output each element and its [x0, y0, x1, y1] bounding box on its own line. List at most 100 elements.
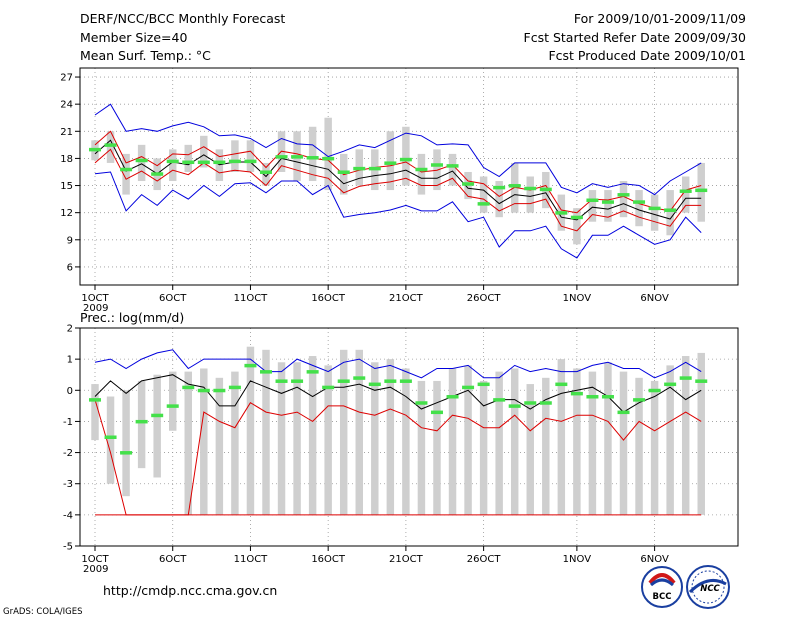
- temp-ytick-label: 27: [60, 73, 73, 84]
- temp-year-label: 2009: [83, 303, 108, 314]
- prec-box-day-2: [106, 396, 115, 484]
- temp-ytick-label: 18: [60, 154, 73, 165]
- prec-observed-day-7: [182, 385, 195, 390]
- prec-observed-day-4: [135, 419, 148, 424]
- temp-box-day-22: [417, 153, 426, 195]
- temp-box-day-3: [122, 153, 130, 195]
- prec-observed-day-6: [166, 404, 179, 408]
- prec-observed-day-12: [259, 370, 272, 374]
- prec-observed-day-10: [228, 385, 241, 390]
- member-size-label: Member Size=40: [80, 30, 187, 45]
- prec-box-day-37: [650, 380, 659, 515]
- prec-observed-day-3: [120, 451, 133, 455]
- prec-observed-day-5: [151, 413, 164, 418]
- temp-observed-day-28: [508, 184, 521, 188]
- temp-box-day-29: [526, 176, 534, 213]
- temp-observed-day-1: [89, 147, 101, 152]
- prec-box-day-6: [168, 371, 177, 431]
- temp-box-day-32: [573, 208, 581, 245]
- temp-observed-day-15: [306, 156, 319, 160]
- prec-observed-day-11: [244, 363, 257, 368]
- prec-box-day-40: [697, 352, 705, 515]
- prec-box-day-34: [604, 362, 612, 515]
- prec-ytick-label: -4: [63, 510, 73, 521]
- temp-series-mean: [94, 139, 702, 221]
- prec-observed-day-13: [275, 379, 288, 383]
- prec-ytick-label: -1: [63, 417, 73, 428]
- chart-title: DERF/NCC/BCC Monthly Forecast: [80, 11, 285, 26]
- prec-box-day-12: [262, 349, 270, 515]
- temp-box-day-10: [231, 140, 239, 172]
- prec-xtick-label: 26OCT: [467, 554, 502, 565]
- prec-box-day-38: [666, 365, 674, 515]
- prec-observed-day-37: [648, 388, 661, 393]
- temp-series-min: [94, 171, 702, 259]
- temp-box-day-20: [386, 131, 395, 191]
- prec-box-day-39: [681, 356, 690, 515]
- prec-observed-day-17: [337, 379, 350, 383]
- temp-box-day-15: [308, 126, 317, 182]
- prec-observed-day-9: [213, 388, 226, 393]
- prec-box-day-19: [371, 362, 379, 515]
- temp-series-max: [94, 103, 702, 196]
- temp-observed-day-14: [291, 155, 304, 159]
- prec-observed-day-2: [104, 435, 117, 439]
- prec-observed-day-20: [384, 379, 397, 383]
- temp-box-day-35: [619, 181, 628, 218]
- prec-observed-day-14: [291, 379, 304, 383]
- temp-observed-day-10: [228, 159, 241, 164]
- prec-box-day-21: [402, 368, 410, 515]
- prec-box-day-15: [308, 356, 317, 515]
- temp-observed-day-36: [633, 200, 646, 204]
- temp-observed-day-12: [259, 170, 272, 174]
- prec-box-day-7: [184, 371, 192, 515]
- precip-panel-title: Prec.: log(mm/d): [80, 310, 184, 325]
- prec-box-day-8: [200, 368, 208, 515]
- temp-observed-day-21: [399, 157, 412, 162]
- prec-box-day-3: [122, 390, 130, 497]
- temp-xtick-label: 6NOV: [640, 293, 669, 304]
- temp-observed-day-40: [695, 188, 708, 193]
- prec-box-day-35: [619, 371, 628, 515]
- temp-xtick-label: 21OCT: [389, 293, 424, 304]
- temp-ytick-label: 12: [60, 208, 73, 219]
- prec-box-day-5: [153, 374, 161, 478]
- prec-box-day-32: [573, 368, 581, 515]
- temp-observed-day-11: [244, 159, 257, 164]
- temp-ytick-label: 9: [67, 235, 73, 246]
- temp-box-day-4: [137, 144, 146, 182]
- prec-series-mean: [94, 374, 702, 413]
- temp-observed-day-35: [617, 193, 630, 197]
- temp-observed-day-32: [570, 215, 583, 220]
- prec-observed-day-24: [446, 395, 459, 399]
- prec-box-day-9: [215, 377, 224, 515]
- forecast-produced-date: Fcst Produced Date 2009/10/01: [548, 48, 746, 63]
- temp-box-day-26: [479, 176, 488, 213]
- prec-observed-day-1: [89, 398, 101, 402]
- temp-observed-day-8: [197, 160, 210, 165]
- temp-observed-day-4: [135, 158, 148, 163]
- temp-observed-day-38: [664, 208, 677, 212]
- prec-box-day-26: [479, 380, 488, 515]
- prec-observed-day-26: [477, 382, 490, 387]
- temp-observed-day-33: [586, 198, 599, 203]
- prec-box-day-22: [417, 380, 426, 515]
- ncc-logo-text: NCC: [700, 584, 720, 594]
- temp-observed-day-3: [120, 167, 133, 172]
- temp-observed-day-24: [446, 164, 459, 168]
- temp-xtick-label: 26OCT: [467, 293, 502, 304]
- forecast-started-date: Fcst Started Refer Date 2009/09/30: [524, 30, 747, 45]
- temp-box-day-34: [604, 190, 612, 222]
- temp-box-day-21: [402, 126, 410, 186]
- temp-xtick-label: 1NOV: [563, 293, 592, 304]
- temp-observed-day-7: [182, 160, 195, 165]
- temp-box-day-24: [448, 153, 457, 186]
- footer-url[interactable]: http://cmdp.ncc.cma.gov.cn: [103, 583, 277, 598]
- temp-box-day-37: [650, 194, 659, 231]
- prec-xtick-label: 6OCT: [159, 554, 187, 565]
- temp-ytick-label: 21: [60, 127, 73, 138]
- grads-credit: GrADS: COLA/IGES: [3, 607, 83, 617]
- prec-year-label: 2009: [83, 564, 108, 575]
- prec-observed-day-29: [524, 401, 537, 405]
